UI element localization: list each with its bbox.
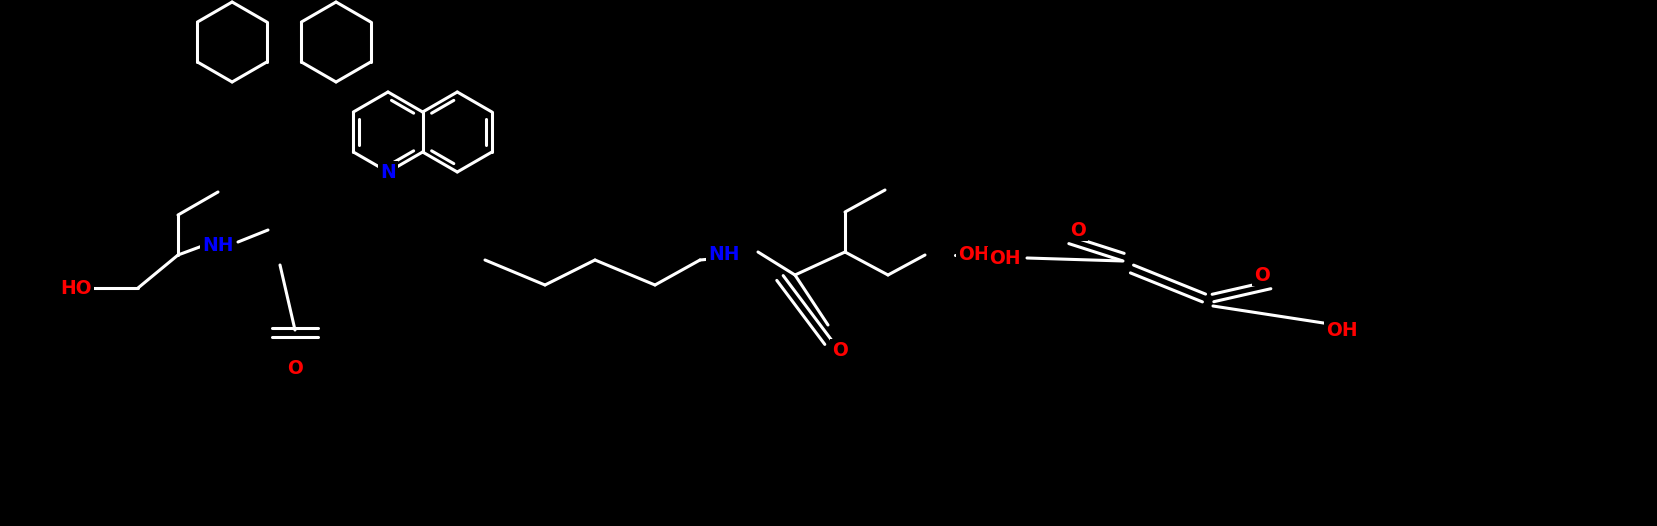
Text: O: O <box>1069 220 1085 239</box>
Text: O: O <box>287 359 303 378</box>
Text: OH: OH <box>958 246 989 265</box>
Text: N: N <box>379 163 396 181</box>
Text: OH: OH <box>989 248 1021 268</box>
Text: NH: NH <box>202 236 234 255</box>
Text: O: O <box>832 340 847 359</box>
Text: O: O <box>1253 266 1269 285</box>
Text: NH: NH <box>708 246 739 265</box>
Text: OH: OH <box>1326 320 1357 339</box>
Text: HO: HO <box>60 278 91 298</box>
